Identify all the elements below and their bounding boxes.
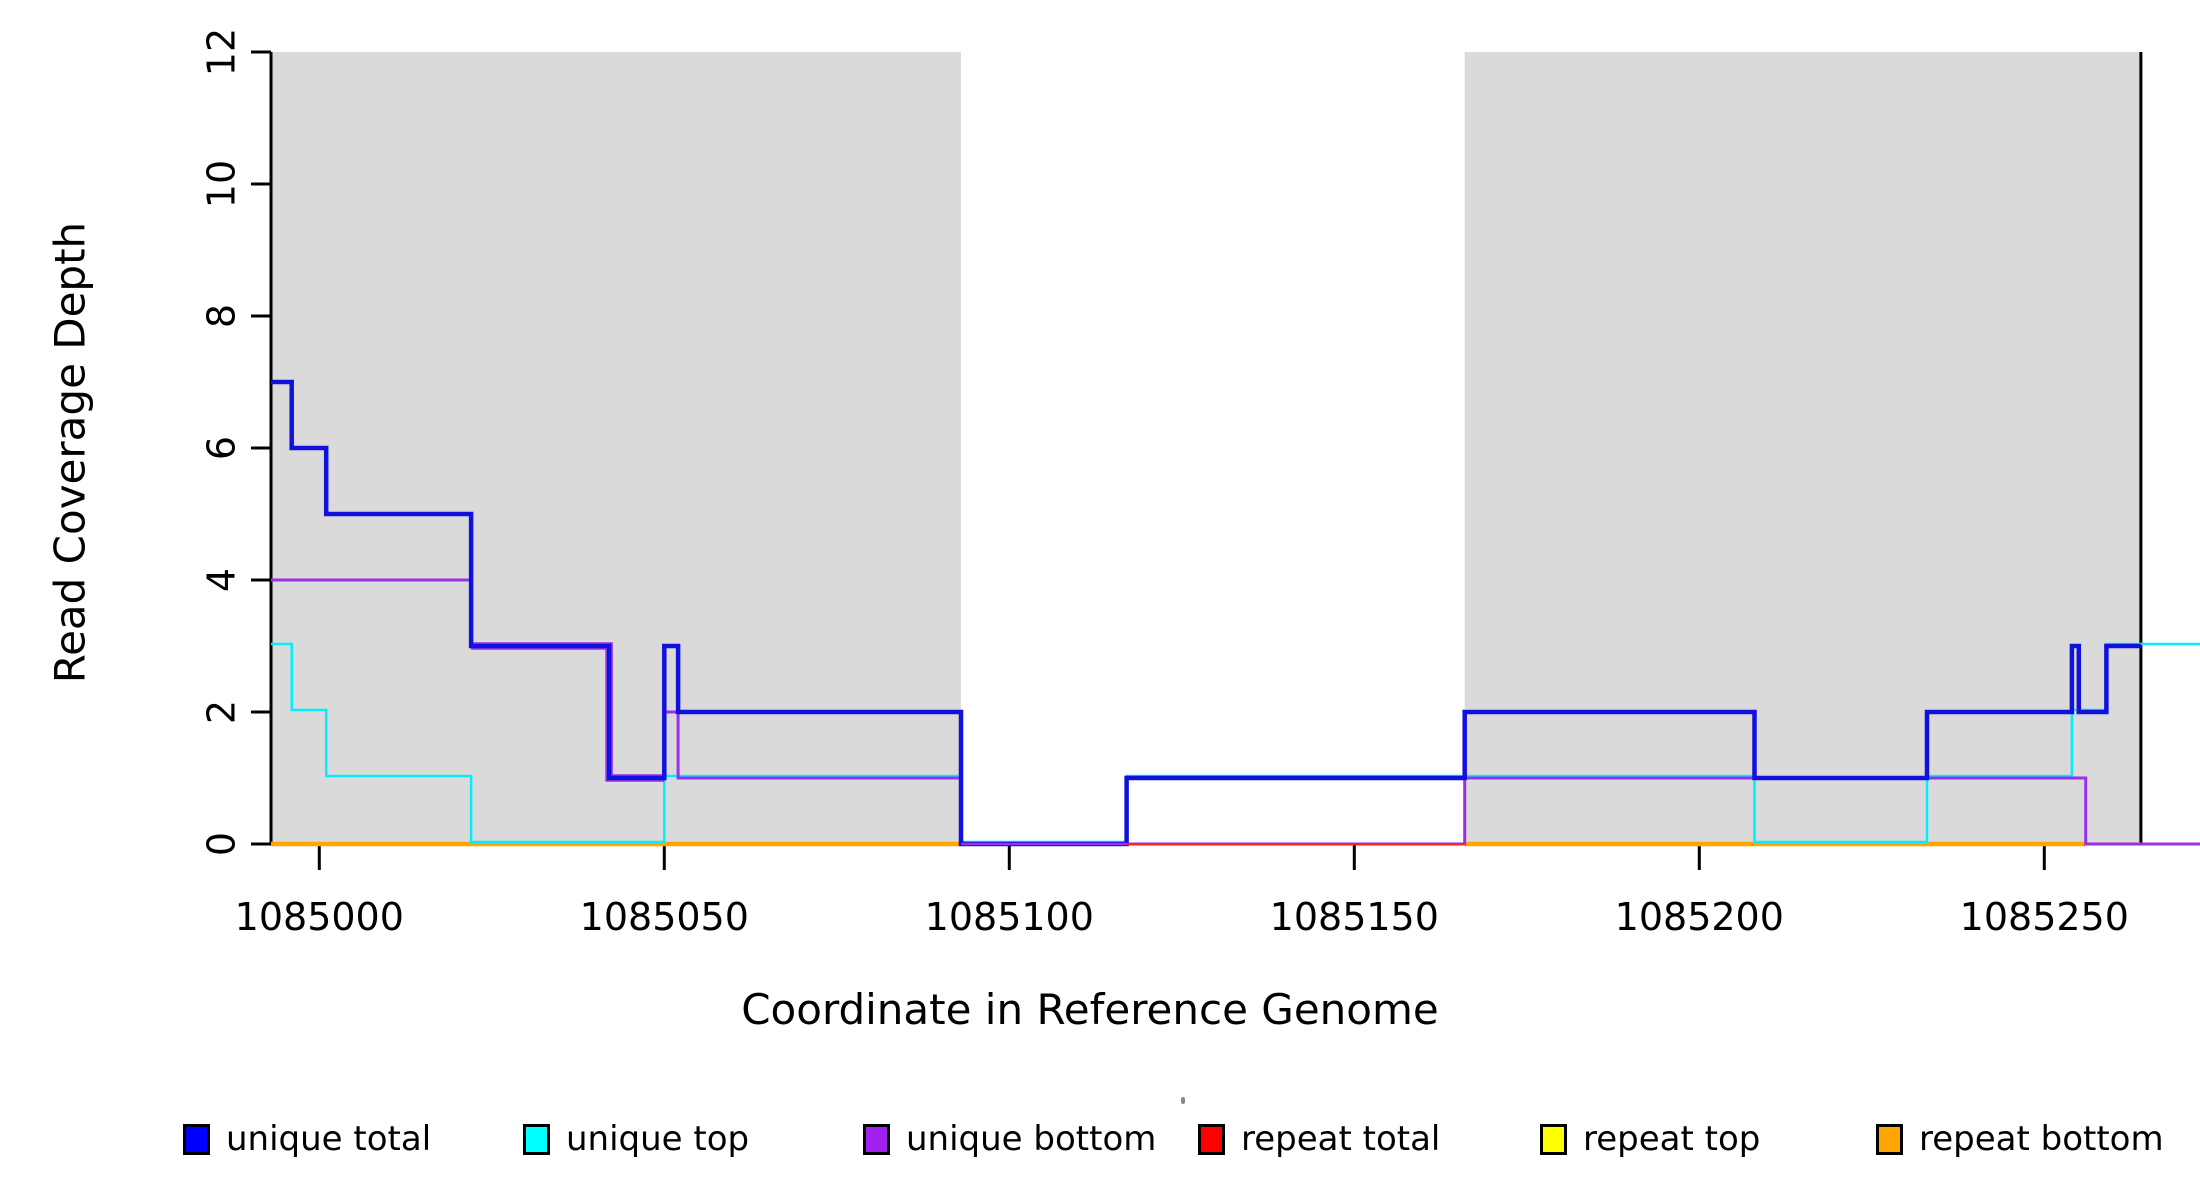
y-tick-label: 2 xyxy=(200,700,244,724)
legend-label-repeat-top: repeat top xyxy=(1583,1119,1761,1159)
legend-label-repeat-total: repeat total xyxy=(1241,1119,1441,1159)
legend-swatch-repeat-bottom xyxy=(1876,1123,1903,1155)
y-tick-label: 6 xyxy=(200,436,244,460)
unique-region-1 xyxy=(271,52,961,844)
legend-swatch-unique-top xyxy=(523,1123,550,1155)
x-tick-label: 1085150 xyxy=(1270,895,1439,939)
legend-swatch-repeat-top xyxy=(1540,1123,1567,1155)
legend-label-repeat-bottom: repeat bottom xyxy=(1919,1119,2164,1159)
x-axis-title: Coordinate in Reference Genome xyxy=(741,985,1439,1034)
x-tick-label: 1085200 xyxy=(1615,895,1784,939)
x-tick-label: 1085250 xyxy=(1960,895,2129,939)
stray-mark xyxy=(1181,1097,1185,1104)
legend-item-unique-bottom: unique bottom xyxy=(863,1108,1156,1170)
legend-label-unique-top: unique top xyxy=(566,1119,750,1159)
legend-label-unique-bottom: unique bottom xyxy=(906,1119,1157,1159)
legend-swatch-unique-bottom xyxy=(863,1123,890,1155)
legend: unique total unique top unique bottom repea… xyxy=(0,1108,2200,1178)
legend-item-repeat-total: repeat total xyxy=(1198,1108,1440,1170)
y-tick-label: 8 xyxy=(200,304,244,328)
unique-region-2 xyxy=(1464,52,2141,844)
y-tick-label: 0 xyxy=(200,832,244,856)
legend-item-repeat-top: repeat top xyxy=(1540,1108,1760,1170)
legend-item-unique-total: unique total xyxy=(183,1108,431,1170)
legend-swatch-unique-total xyxy=(183,1123,210,1155)
x-tick-label: 1085100 xyxy=(925,895,1094,939)
y-tick-label: 12 xyxy=(200,28,244,76)
legend-item-repeat-bottom: repeat bottom xyxy=(1876,1108,2164,1170)
legend-swatch-repeat-total xyxy=(1198,1123,1225,1155)
x-tick-label: 1085000 xyxy=(235,895,404,939)
x-tick-label: 1085050 xyxy=(580,895,749,939)
legend-label-unique-total: unique total xyxy=(226,1119,432,1159)
y-tick-label: 4 xyxy=(200,568,244,592)
y-axis-title: Read Coverage Depth xyxy=(45,221,95,684)
y-tick-label: 10 xyxy=(200,160,244,208)
legend-item-unique-top: unique top xyxy=(523,1108,749,1170)
